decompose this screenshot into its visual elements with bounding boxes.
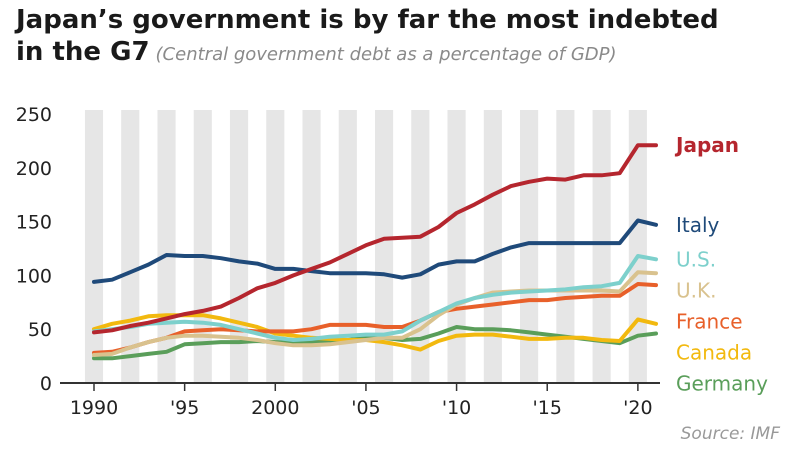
series-label-uk: U.K. [676,278,716,302]
series-label-france: France [676,309,743,333]
y-tick-label: 50 [28,319,52,341]
x-tick-label: '95 [170,397,199,419]
x-tick-label: '15 [533,397,562,419]
chart-title-line2: in the G7 [16,37,150,67]
x-tick-label: '20 [623,397,652,419]
chart-title: Japan’s government is by far the most in… [16,4,786,71]
series-label-germany: Germany [676,371,768,395]
chart-title-line2-wrap: in the G7 (Central government debt as a p… [16,36,786,71]
chart-title-line1: Japan’s government is by far the most in… [16,5,719,35]
year-stripe [375,110,394,383]
year-stripe [302,110,321,383]
year-stripe [483,110,502,383]
year-stripe [84,110,104,383]
chart-subtitle: (Central government debt as a percentage… [155,44,617,65]
series-label-canada: Canada [676,340,752,364]
series-line-japan [92,143,658,335]
year-stripe [157,110,176,383]
year-stripe [592,110,611,383]
year-stripe [556,110,575,383]
x-tick-label: 2000 [251,397,299,419]
series-line-us [92,254,658,342]
x-tick-label: '05 [351,397,380,419]
year-stripe [447,110,466,383]
y-tick-label: 100 [16,265,52,287]
axis-layer: 0 50 100 150 200 250 1990 '95 2000 '05 '10 '15 '20 [16,104,660,419]
year-stripe [338,110,357,383]
year-stripe [520,110,539,383]
series-lines [92,143,658,361]
x-tick-label: 1990 [70,397,118,419]
y-tick-label: 0 [40,373,52,395]
series-labels: Japan Italy U.S. U.K. France Canada Germany [674,133,768,395]
series-label-italy: Italy [676,213,720,237]
year-stripe [121,110,140,383]
year-stripe [229,110,249,383]
series-line-france [92,282,658,355]
year-stripe [411,110,430,383]
y-tick-label: 150 [16,212,52,234]
y-tick-label: 200 [16,158,52,180]
series-label-us: U.S. [676,247,716,271]
x-tick-label: '10 [442,397,471,419]
y-tick-label: 250 [16,104,52,126]
series-label-japan: Japan [674,133,739,157]
year-stripe [266,110,285,383]
source-note: Source: IMF [680,424,780,444]
year-stripe [628,110,647,383]
series-line-italy [92,218,658,284]
